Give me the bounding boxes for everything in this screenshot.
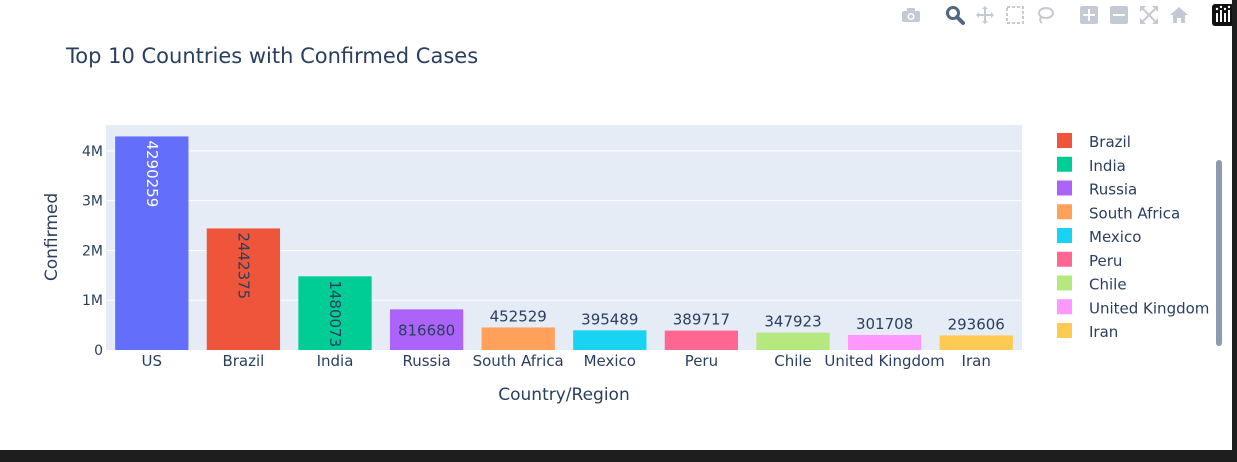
x-tick-label: Brazil xyxy=(222,352,264,370)
bar-value-label: 1480073 xyxy=(326,280,344,347)
legend-scrollbar[interactable] xyxy=(1216,160,1222,346)
legend-item-mexico[interactable]: Mexico xyxy=(1057,228,1141,246)
bar-value-label: 2442375 xyxy=(234,232,252,299)
bar-value-label: 347923 xyxy=(764,313,821,331)
bar-peru[interactable] xyxy=(664,330,739,350)
bar-value-label: 816680 xyxy=(398,322,455,340)
bar-russia[interactable] xyxy=(389,309,464,350)
bars: 4290259 2442375 1480073 816680 452529 395489 3… xyxy=(115,136,1013,350)
legend-label: United Kingdom xyxy=(1089,299,1209,317)
legend-item-peru[interactable]: Peru xyxy=(1057,251,1122,270)
bar-value-label: 4290259 xyxy=(143,140,161,207)
bar-chile[interactable] xyxy=(756,332,830,350)
y-axis-title: Confirmed xyxy=(42,193,62,281)
bar-chart: Top 10 Countries with Confirmed Cases 42… xyxy=(42,44,1209,405)
x-tick-label: US xyxy=(142,352,163,370)
bar-mexico[interactable] xyxy=(573,330,647,350)
bar-value-label: 395489 xyxy=(581,310,638,328)
x-axis-title: Country/Region xyxy=(498,385,629,405)
bar-value-label: 293606 xyxy=(948,315,1005,333)
x-axis-ticks: US Brazil India Russia South Africa Mexico Per… xyxy=(142,352,991,370)
legend-swatch xyxy=(1057,180,1072,196)
legend-label: Chile xyxy=(1089,276,1127,294)
y-tick-label: 2M xyxy=(82,243,103,259)
window-edge xyxy=(1232,0,1237,462)
modebar xyxy=(900,4,1234,26)
lasso-icon[interactable] xyxy=(1034,4,1056,26)
legend-swatch xyxy=(1057,133,1072,148)
legend-swatch xyxy=(1057,204,1072,220)
legend-item-chile[interactable]: Chile xyxy=(1057,275,1127,294)
legend-item-south-africa[interactable]: South Africa xyxy=(1057,204,1180,222)
legend-item-russia[interactable]: Russia xyxy=(1057,180,1137,199)
legend-label: Peru xyxy=(1089,252,1122,270)
x-tick-label: Mexico xyxy=(584,352,636,370)
bar-us[interactable] xyxy=(115,136,189,350)
chart-title: Top 10 Countries with Confirmed Cases xyxy=(65,44,478,68)
legend-label: India xyxy=(1089,157,1126,175)
legend-swatch xyxy=(1057,323,1072,338)
y-tick-label: 3M xyxy=(82,194,103,210)
legend-item-united-kingdom[interactable]: United Kingdom xyxy=(1057,299,1209,317)
legend-item-brazil[interactable]: Brazil xyxy=(1057,133,1131,151)
bar-value-label: 452529 xyxy=(490,307,547,325)
legend: Brazil India Russia South Africa Mexico Peru C… xyxy=(1057,133,1209,341)
bar-value-label: 389717 xyxy=(673,311,730,329)
autoscale-icon[interactable] xyxy=(1138,4,1160,26)
x-tick-label: Chile xyxy=(774,352,812,370)
y-axis-ticks: 0 1M 2M 3M 4M xyxy=(82,144,103,359)
bar-value-label: 301708 xyxy=(856,315,913,333)
legend-swatch xyxy=(1057,299,1072,315)
bar-united-kingdom[interactable] xyxy=(847,334,922,350)
zoom-out-icon[interactable] xyxy=(1108,4,1130,26)
zoom-icon[interactable] xyxy=(944,4,966,26)
legend-label: Mexico xyxy=(1089,228,1141,246)
x-tick-label: Peru xyxy=(685,352,718,370)
zoom-in-icon[interactable] xyxy=(1078,4,1100,26)
x-tick-label: India xyxy=(317,352,354,370)
legend-label: South Africa xyxy=(1089,204,1180,222)
y-tick-label: 4M xyxy=(82,144,103,160)
legend-item-iran[interactable]: Iran xyxy=(1057,323,1118,341)
bar-south-africa[interactable] xyxy=(481,327,555,350)
x-tick-label: United Kingdom xyxy=(824,352,944,370)
home-icon[interactable] xyxy=(1168,4,1190,26)
x-tick-label: Iran xyxy=(962,352,991,370)
legend-label: Russia xyxy=(1089,181,1137,199)
chart-frame: Top 10 Countries with Confirmed Cases 42… xyxy=(0,0,1234,450)
bar-brazil[interactable] xyxy=(206,228,281,350)
camera-icon[interactable] xyxy=(900,4,922,26)
legend-swatch xyxy=(1057,251,1072,267)
legend-swatch xyxy=(1057,156,1072,172)
box-select-icon[interactable] xyxy=(1004,4,1026,26)
x-tick-label: Russia xyxy=(402,352,450,370)
y-tick-label: 0 xyxy=(94,343,103,359)
legend-swatch xyxy=(1057,228,1072,243)
pan-icon[interactable] xyxy=(974,4,996,26)
legend-label: Brazil xyxy=(1089,133,1131,151)
legend-label: Iran xyxy=(1089,323,1118,341)
legend-swatch xyxy=(1057,275,1072,291)
bar-india[interactable] xyxy=(298,276,372,350)
x-tick-label: South Africa xyxy=(473,352,564,370)
bar-iran[interactable] xyxy=(939,335,1013,350)
y-tick-label: 1M xyxy=(82,293,103,309)
plotly-logo-icon[interactable] xyxy=(1212,4,1234,26)
legend-item-india[interactable]: India xyxy=(1057,156,1126,175)
